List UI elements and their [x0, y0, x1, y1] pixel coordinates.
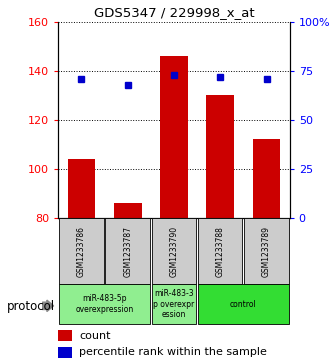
FancyArrow shape: [42, 300, 54, 311]
Bar: [58, 347, 72, 358]
Text: GSM1233786: GSM1233786: [77, 226, 86, 277]
FancyBboxPatch shape: [59, 284, 150, 325]
Bar: [58, 330, 72, 341]
Title: GDS5347 / 229998_x_at: GDS5347 / 229998_x_at: [94, 6, 254, 19]
Text: count: count: [79, 331, 111, 341]
Text: protocol: protocol: [7, 299, 55, 313]
FancyBboxPatch shape: [198, 219, 242, 284]
Text: GSM1233789: GSM1233789: [262, 226, 271, 277]
Text: GSM1233790: GSM1233790: [169, 226, 178, 277]
Text: GSM1233787: GSM1233787: [123, 226, 132, 277]
Bar: [68, 159, 95, 218]
Bar: [253, 139, 280, 218]
Text: percentile rank within the sample: percentile rank within the sample: [79, 347, 267, 357]
Text: control: control: [230, 299, 257, 309]
FancyBboxPatch shape: [106, 219, 150, 284]
FancyBboxPatch shape: [198, 284, 289, 325]
Bar: [160, 56, 188, 218]
Text: GSM1233788: GSM1233788: [216, 226, 225, 277]
FancyBboxPatch shape: [59, 219, 104, 284]
Text: miR-483-3
p overexpr
ession: miR-483-3 p overexpr ession: [154, 289, 194, 319]
Text: miR-483-5p
overexpression: miR-483-5p overexpression: [76, 294, 134, 314]
FancyBboxPatch shape: [244, 219, 289, 284]
FancyBboxPatch shape: [152, 219, 196, 284]
Bar: [114, 203, 142, 218]
FancyBboxPatch shape: [152, 284, 196, 325]
Bar: [206, 95, 234, 218]
